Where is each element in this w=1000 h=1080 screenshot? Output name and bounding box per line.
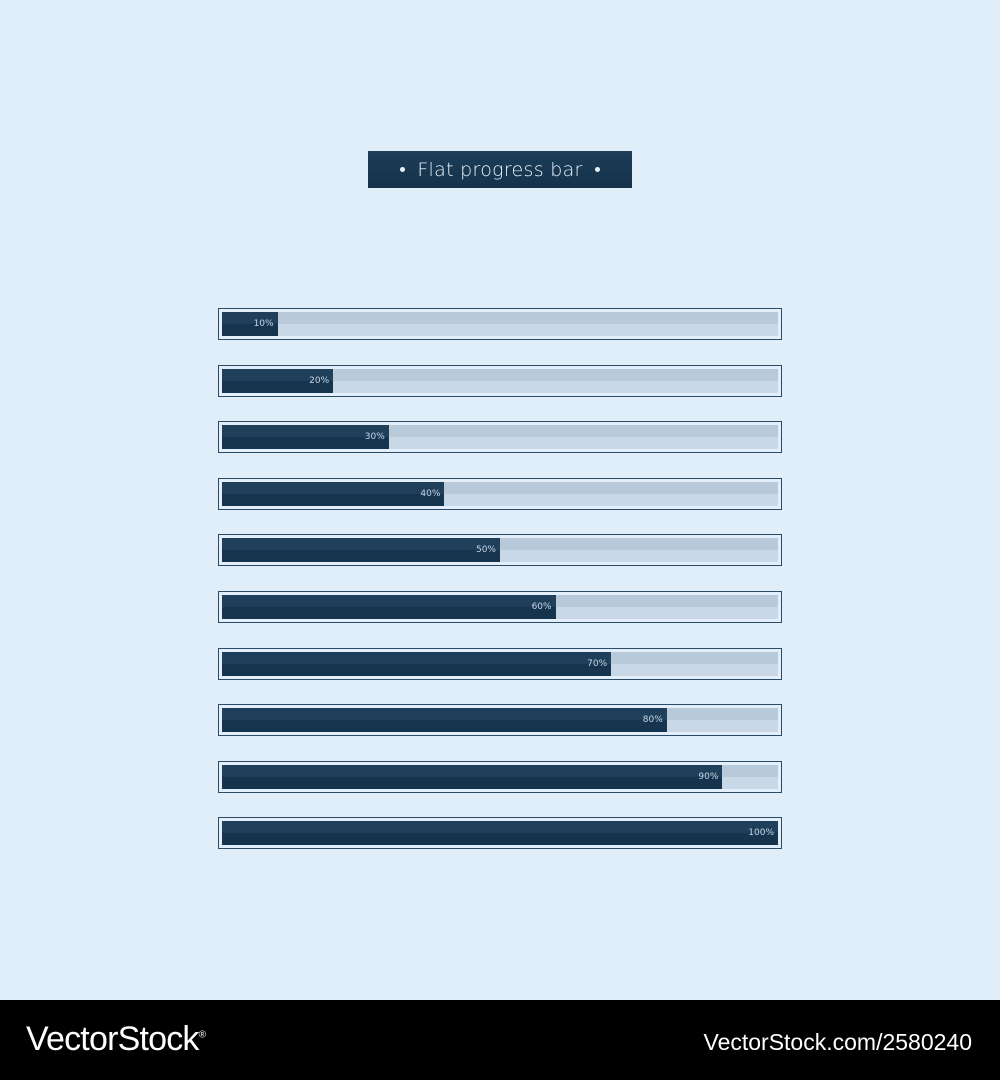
progress-track: 30% <box>222 425 778 450</box>
progress-bar: 20% <box>218 364 782 397</box>
progress-bar: 60% <box>218 590 782 623</box>
progress-fill: 30% <box>222 425 389 450</box>
brand-name: VectorStock <box>26 1020 199 1058</box>
title-text: Flat progress bar <box>417 158 583 181</box>
progress-label: 70% <box>587 658 608 669</box>
progress-bar: 90% <box>218 760 782 793</box>
progress-bar: 40% <box>218 477 782 510</box>
progress-fill: 90% <box>222 764 723 789</box>
progress-bar: 50% <box>218 534 782 567</box>
brand-logo: VectorStock® <box>26 1020 206 1059</box>
progress-label: 100% <box>748 828 774 839</box>
progress-label: 20% <box>309 375 330 386</box>
progress-bar: 30% <box>218 421 782 454</box>
progress-track: 60% <box>222 594 778 619</box>
title-badge: Flat progress bar <box>368 151 632 188</box>
progress-fill: 50% <box>222 538 500 563</box>
progress-fill: 80% <box>222 708 667 733</box>
progress-fill: 20% <box>222 368 334 393</box>
progress-bar: 80% <box>218 704 782 737</box>
image-id: VectorStock.com/2580240 <box>703 1029 973 1055</box>
progress-fill: 10% <box>222 312 278 336</box>
bullet-icon <box>400 167 406 172</box>
progress-track: 50% <box>222 538 778 563</box>
progress-track: 20% <box>222 368 778 393</box>
progress-label: 40% <box>420 488 441 499</box>
progress-track: 70% <box>222 651 778 676</box>
progress-fill: 40% <box>222 481 445 506</box>
progress-fill: 70% <box>222 651 612 676</box>
bullet-icon <box>594 167 600 172</box>
progress-label: 10% <box>253 319 274 329</box>
progress-bar-list: 10% 20% 30% 40% 50% 60% 70% 80% 90% 100% <box>218 308 782 874</box>
progress-track: 40% <box>222 481 778 506</box>
progress-bar: 10% <box>218 308 782 340</box>
progress-label: 60% <box>531 601 552 612</box>
progress-track: 100% <box>222 821 778 846</box>
canvas: Flat progress bar 10% 20% 30% 40% 50% 60% 70% 8… <box>218 151 782 874</box>
registered-mark: ® <box>198 1029 206 1041</box>
progress-label: 30% <box>364 432 385 443</box>
progress-bar: 100% <box>218 817 782 850</box>
progress-fill: 60% <box>222 594 556 619</box>
progress-label: 90% <box>698 771 719 782</box>
progress-track: 80% <box>222 708 778 733</box>
progress-label: 80% <box>642 715 663 726</box>
progress-track: 10% <box>222 312 778 336</box>
progress-label: 50% <box>475 545 496 556</box>
progress-fill: 100% <box>222 821 778 846</box>
progress-bar: 70% <box>218 647 782 680</box>
progress-track: 90% <box>222 764 778 789</box>
footer-bar: VectorStock® VectorStock.com/2580240 <box>0 1000 1000 1080</box>
